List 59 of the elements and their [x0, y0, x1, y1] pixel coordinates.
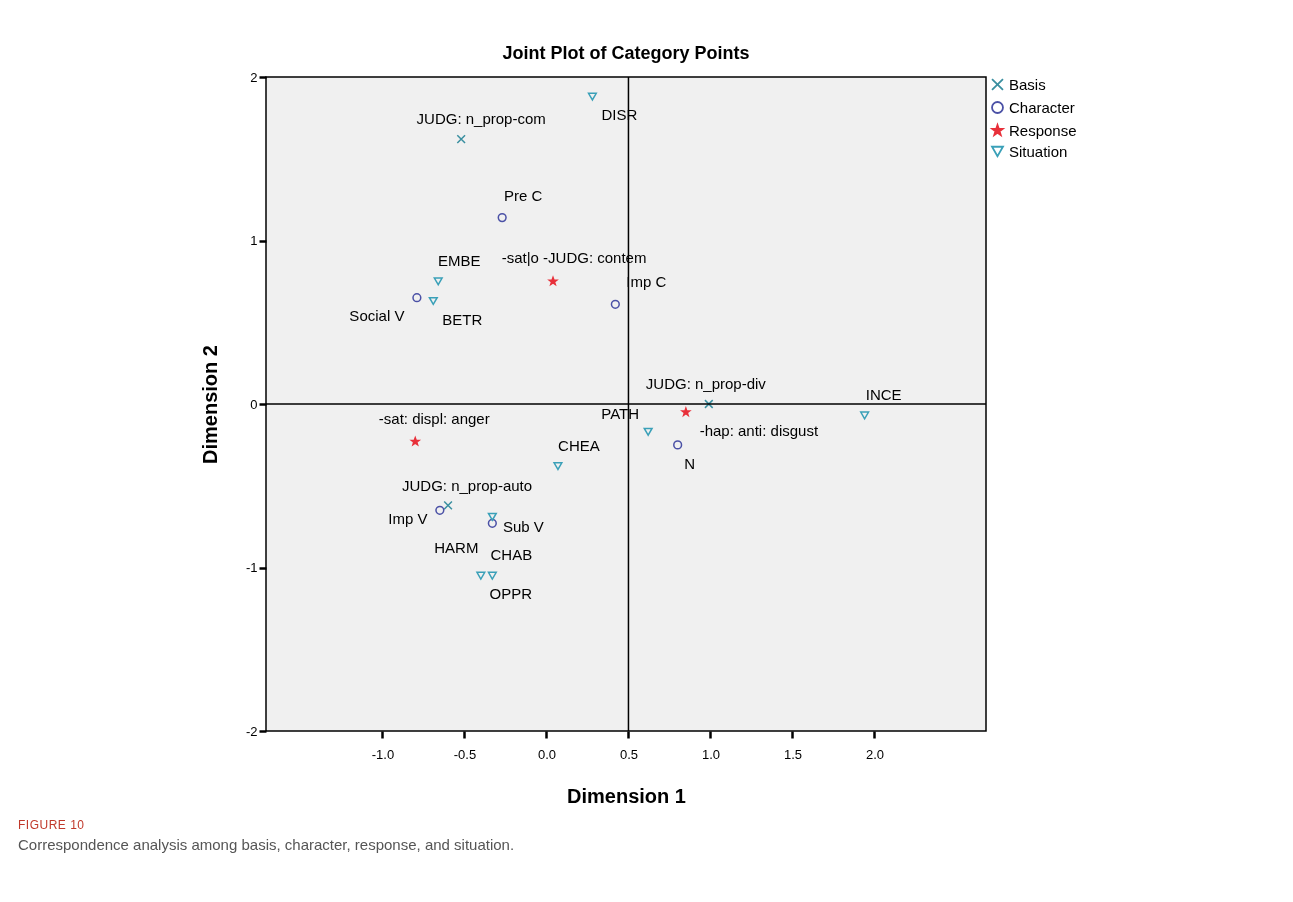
y-tick-label: 0 — [250, 396, 258, 412]
annotation: Sub V — [502, 518, 544, 536]
legend-label: Response — [1009, 121, 1077, 139]
point — [487, 571, 497, 580]
y-axis-title: Dimension 2 — [198, 345, 221, 464]
legend-label: Situation — [1009, 142, 1068, 160]
point — [410, 436, 420, 446]
x-axis-title: Dimension 1 — [567, 784, 686, 807]
caption: FIGURE 10 — [18, 818, 86, 832]
x-tick-label: 1.0 — [701, 746, 720, 762]
x-tick-label: 0.5 — [619, 746, 638, 762]
point — [487, 512, 497, 521]
y-tick-label: -2 — [245, 723, 258, 739]
chart-title: Joint Plot of Category Points — [502, 43, 750, 63]
point — [456, 134, 466, 144]
x-tick-label: 0.0 — [537, 746, 556, 762]
annotation: Imp V — [388, 510, 428, 528]
point — [435, 505, 445, 515]
annotation: BETR — [442, 310, 483, 328]
point — [610, 299, 620, 309]
y-tick-label: 2 — [250, 69, 258, 85]
annotation: Pre C — [504, 186, 543, 204]
point — [476, 571, 486, 580]
annotation: Social V — [349, 306, 405, 324]
legend-label: Character — [1009, 98, 1075, 116]
annotation: JUDG: n_prop-div — [645, 375, 767, 392]
point — [643, 427, 653, 436]
y-tick-label: -1 — [245, 560, 258, 575]
x-tick-label: 1.5 — [783, 746, 803, 762]
legend-label: Basis — [1009, 75, 1046, 93]
point — [548, 276, 558, 286]
annotation: CHEA — [558, 437, 600, 455]
annotation: JUDG: n_prop-com — [416, 110, 546, 128]
annotation: -sat: displ: anger — [378, 409, 490, 427]
point — [412, 293, 422, 303]
x-tick-label: -0.5 — [453, 746, 477, 762]
point — [553, 462, 563, 471]
y-tick-label: 1 — [250, 233, 258, 248]
point — [673, 440, 683, 450]
annotation: INCE — [865, 386, 902, 404]
text: Correspondence analysis among basis, character, response, and situation. — [18, 836, 515, 853]
annotation: -hap: anti: disgust — [699, 422, 819, 440]
point — [860, 411, 870, 420]
point — [433, 277, 443, 286]
point — [428, 296, 438, 306]
annotation: OPPR — [489, 584, 533, 602]
point — [587, 92, 597, 101]
annotation: CHAB — [490, 545, 533, 563]
x-tick-label: -1.0 — [371, 746, 395, 762]
annotation: N — [684, 454, 696, 472]
point — [681, 407, 691, 417]
point — [497, 212, 507, 223]
point — [487, 518, 497, 528]
x-tick-label: 2.0 — [865, 746, 885, 762]
annotation: EMBE — [437, 252, 481, 270]
point — [443, 500, 453, 510]
annotation: JUDG: n_prop-auto — [402, 477, 533, 495]
point — [704, 399, 714, 409]
annotation: HARM — [434, 538, 479, 556]
